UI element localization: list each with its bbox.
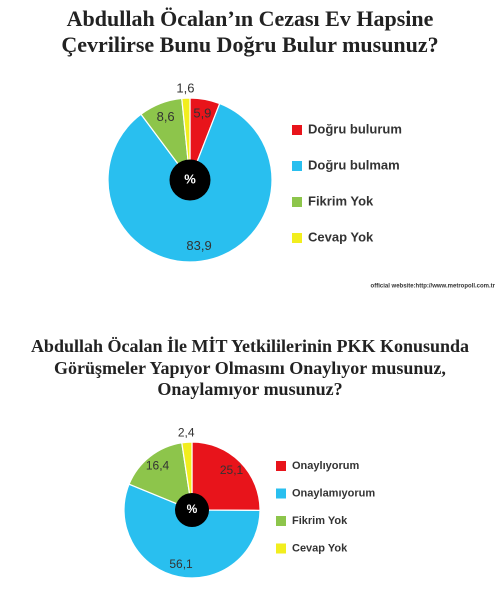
data-label: 83,9 <box>186 238 211 253</box>
legend-swatch <box>276 461 286 471</box>
center-hole <box>175 493 209 527</box>
center-label: % <box>187 502 198 516</box>
chart-title: Abdullah Öcalan İle MİT Yetkililerinin P… <box>30 336 470 400</box>
legend-swatch <box>276 488 286 499</box>
legend-swatch <box>292 197 302 207</box>
legend-label: Onaylamıyorum <box>292 487 375 499</box>
center-label: % <box>184 171 196 186</box>
pie-slice <box>128 442 193 511</box>
legend-label: Fikrim Yok <box>308 193 374 208</box>
data-label: 2,4 <box>178 425 195 439</box>
legend-swatch <box>292 125 302 135</box>
legend-swatch <box>292 161 302 171</box>
data-label: 56,1 <box>169 557 193 571</box>
data-label: 5,9 <box>193 105 211 120</box>
chart-title: Abdullah Öcalan’ın Cezası Ev Hapsine Çev… <box>61 6 439 58</box>
center-hole <box>169 159 211 201</box>
legend-label: Cevap Yok <box>292 542 348 554</box>
pie-slice <box>181 97 191 181</box>
legend-label: Onaylıyorum <box>292 460 359 472</box>
legend-swatch <box>276 516 286 526</box>
data-label: 16,4 <box>146 458 170 472</box>
legend-swatch <box>292 233 302 243</box>
legend-label: Cevap Yok <box>308 229 374 244</box>
data-label: 8,6 <box>157 109 175 124</box>
data-label: 25,1 <box>220 463 244 477</box>
pie-slice <box>191 441 261 512</box>
pie-slice <box>123 483 261 579</box>
legend-label: Doğru bulurum <box>308 121 402 136</box>
legend-label: Fikrim Yok <box>292 515 348 527</box>
pie-slice <box>181 441 193 511</box>
legend-swatch <box>276 543 286 554</box>
source-note: official website:http://www.metropoll.co… <box>371 284 496 290</box>
data-label: 1,6 <box>176 81 194 96</box>
legend-label: Doğru bulmam <box>308 157 400 172</box>
